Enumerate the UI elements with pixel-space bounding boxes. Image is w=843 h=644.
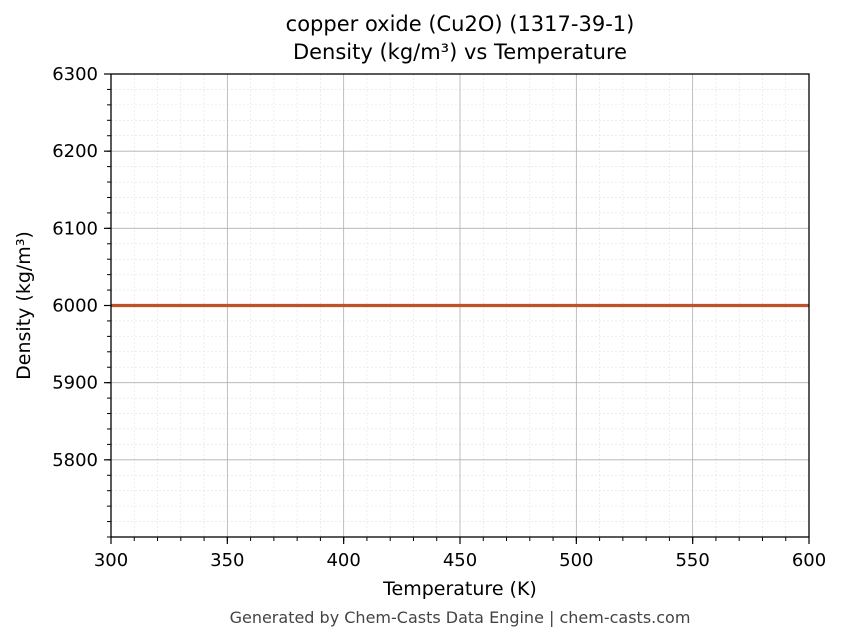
y-tick-label: 6200 [52,141,98,162]
x-tick-label: 550 [675,550,709,571]
x-tick-label: 500 [559,550,593,571]
x-tick-label: 450 [443,550,477,571]
x-axis-label: Temperature (K) [382,578,537,600]
y-tick-label: 5900 [52,373,98,394]
chart-title: copper oxide (Cu2O) (1317-39-1) [285,12,635,36]
y-tick-label: 6100 [52,218,98,239]
x-tick-label: 600 [792,550,826,571]
tick-labels: 300 350 400 450 500 550 600 5800 5900 6000 6100 620… [52,64,826,571]
x-tick-label: 350 [210,550,244,571]
x-tick-label: 400 [326,550,360,571]
y-axis-label: Density (kg/m³) [13,231,35,380]
y-tick-label: 5800 [52,450,98,471]
axis-ticks [104,73,810,544]
chart-subtitle: Density (kg/m³) vs Temperature [292,40,628,64]
x-tick-label: 300 [94,550,128,571]
footer-credit: Generated by Chem-Casts Data Engine | ch… [229,608,691,627]
y-tick-label: 6000 [52,296,98,317]
y-tick-label: 6300 [52,64,98,85]
